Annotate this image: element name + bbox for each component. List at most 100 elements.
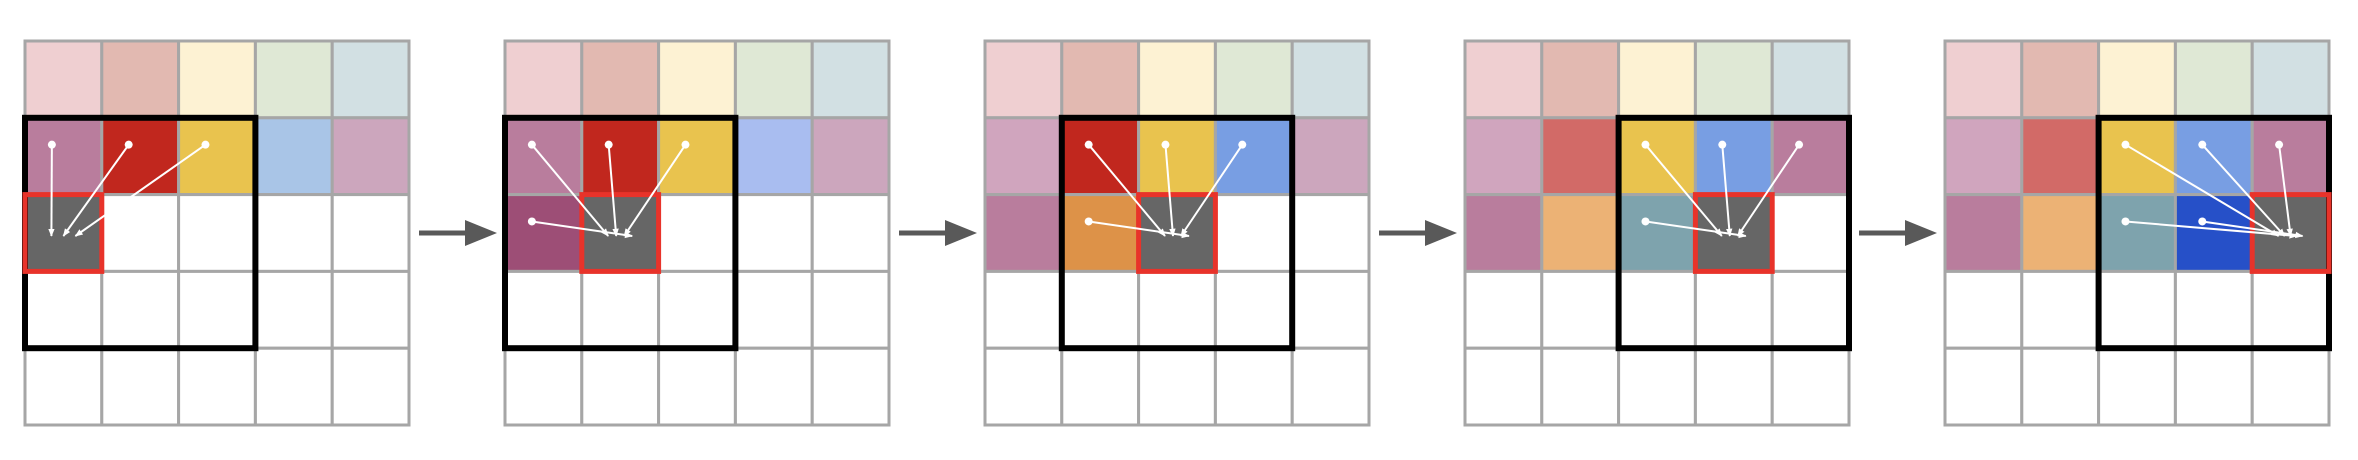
pixel-cell — [1617, 193, 1697, 273]
pixel-cell — [23, 39, 104, 120]
pixel-cell — [2097, 269, 2177, 350]
pixel-cell — [657, 346, 737, 427]
pixel-cell — [657, 39, 737, 120]
pixel-cell — [1693, 269, 1774, 350]
pixel-cell — [1213, 269, 1294, 350]
pixel-cell — [1463, 193, 1544, 273]
pixel-cell — [810, 116, 891, 197]
pixel-cell — [1617, 346, 1697, 427]
current-pixel — [1693, 193, 1774, 273]
pixel-cell — [2097, 39, 2177, 120]
pixel-cell — [23, 116, 104, 197]
pixel-cell — [2020, 269, 2101, 350]
pixel-cell — [1617, 269, 1697, 350]
pixel-cell — [1770, 346, 1851, 427]
pixel-cell — [2250, 39, 2331, 120]
pixel-cell — [23, 346, 104, 427]
pixel-cell — [330, 269, 411, 350]
current-pixel-border — [579, 192, 662, 274]
pixel-cell — [330, 193, 411, 273]
pixel-cell — [1540, 346, 1621, 427]
pixel-cell — [657, 193, 737, 273]
panel-step-3 — [983, 39, 1457, 427]
pixel-cell — [1943, 269, 2024, 350]
pixel-cell — [253, 269, 334, 350]
current-pixel-border — [22, 192, 105, 274]
pixel-cell — [580, 39, 661, 120]
pixel-cell — [253, 193, 334, 273]
pixel-cell — [1137, 269, 1217, 350]
pixel-cell — [1290, 39, 1371, 120]
pixel-cell — [1213, 116, 1294, 197]
dependency-arrow — [531, 220, 633, 239]
pixel-cell — [1540, 39, 1621, 120]
pixel-cell — [2173, 346, 2254, 427]
pixel-cell — [2097, 116, 2177, 197]
current-pixel — [580, 193, 661, 273]
pixel-cell — [983, 269, 1064, 350]
pixel-cell — [1943, 346, 2024, 427]
pixel-cell — [253, 39, 334, 120]
pixel-cell — [100, 269, 181, 350]
pixel-cell — [1290, 269, 1371, 350]
context-window — [1058, 114, 1296, 352]
pixel-cell — [1060, 193, 1141, 273]
pixel-cell — [733, 116, 814, 197]
context-window — [1615, 114, 1852, 352]
pixel-cell — [733, 346, 814, 427]
step-arrow-head — [465, 220, 497, 246]
pixel-cell — [810, 39, 891, 120]
dependency-arrow — [2201, 144, 2286, 237]
pixel-cell — [2173, 269, 2254, 350]
pixel-cell — [983, 39, 1064, 120]
pixel-cell — [1540, 269, 1621, 350]
pixel-cell — [1137, 346, 1217, 427]
pixel-cell — [2173, 193, 2254, 273]
pixel-cell — [1943, 39, 2024, 120]
pixel-cell — [100, 346, 181, 427]
context-window — [502, 114, 739, 352]
step-arrow-head — [1425, 220, 1457, 246]
pixel-cell — [1060, 39, 1141, 120]
current-pixel-border — [1692, 192, 1775, 274]
pixel-cell — [1693, 346, 1774, 427]
pixel-cell — [2020, 116, 2101, 197]
pixel-cell — [2020, 39, 2101, 120]
pixel-cell — [100, 193, 181, 273]
panel-step-2 — [502, 39, 977, 427]
step-arrow-head — [1905, 220, 1937, 246]
dependency-arrow — [2125, 220, 2298, 239]
pixel-cell — [1540, 116, 1621, 197]
pixel-cell — [2020, 193, 2101, 273]
pixel-cell — [177, 269, 257, 350]
pixel-cell — [733, 193, 814, 273]
pixel-cell — [503, 116, 584, 197]
pixel-cell — [1290, 116, 1371, 197]
pixel-cell — [810, 193, 891, 273]
panel-step-1 — [22, 39, 497, 427]
pixel-cell — [2097, 346, 2177, 427]
pixel-cell — [1617, 39, 1697, 120]
pixel-cell — [983, 193, 1064, 273]
pixel-cell — [1943, 193, 2024, 273]
dependency-arrow — [1180, 144, 1244, 237]
pixel-cell — [503, 346, 584, 427]
pixel-cell — [2250, 269, 2331, 350]
pixel-cell — [1213, 39, 1294, 120]
pixel-cell — [2250, 346, 2331, 427]
pixel-cell — [253, 346, 334, 427]
pixel-cell — [580, 269, 661, 350]
pixel-cell — [580, 116, 661, 197]
pixel-cell — [810, 346, 891, 427]
pixel-cell — [1770, 269, 1851, 350]
pixel-cell — [1213, 346, 1294, 427]
pixel-cell — [733, 39, 814, 120]
current-pixel — [1137, 193, 1217, 273]
pixel-cell — [733, 269, 814, 350]
dependency-arrow — [1164, 144, 1176, 237]
panel-step-4 — [1463, 39, 1937, 427]
dependency-arrow — [2278, 144, 2293, 237]
pixel-cell — [657, 116, 737, 197]
